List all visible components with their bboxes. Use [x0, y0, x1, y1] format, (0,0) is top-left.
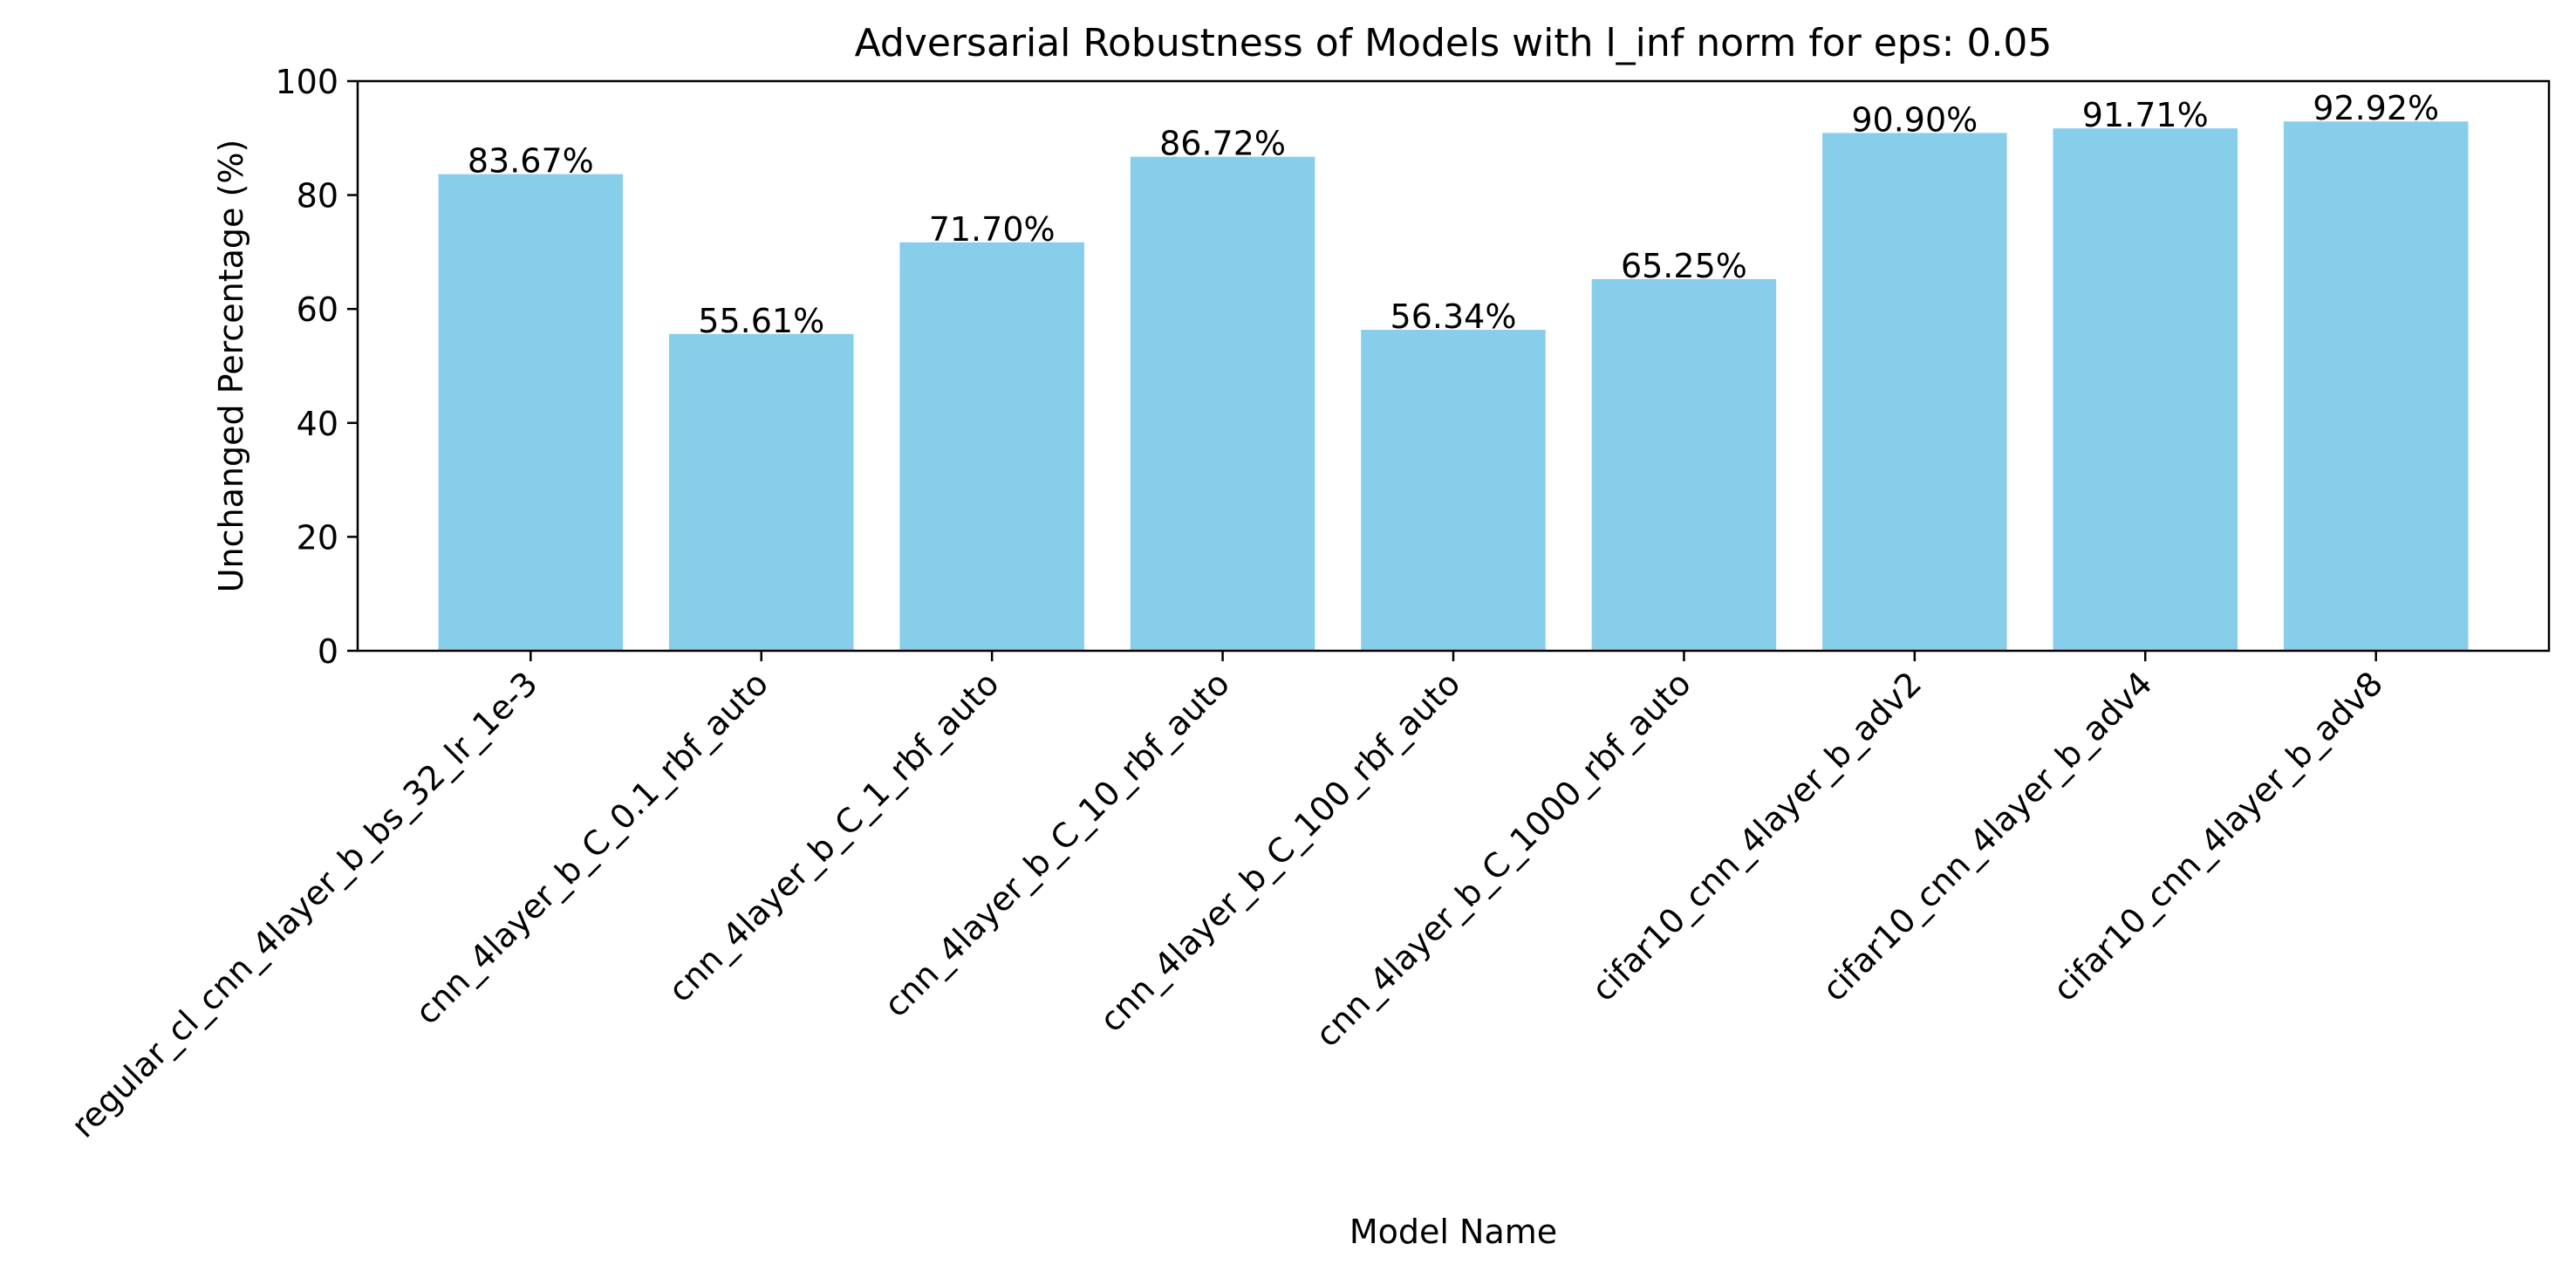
bar: [1591, 278, 1777, 651]
bar-series: [438, 121, 2469, 652]
chart-title: Adversarial Robustness of Models with l_…: [855, 21, 2053, 65]
bar: [1130, 156, 1315, 652]
bar-value-label: 83.67%: [468, 142, 594, 181]
bar: [668, 333, 854, 651]
y-tick-label: 100: [275, 63, 338, 101]
x-axis-label: Model Name: [1349, 1213, 1557, 1251]
y-tick-label: 80: [297, 177, 338, 215]
y-tick-label: 20: [297, 518, 338, 557]
plot-frame: [356, 79, 2551, 653]
y-axis-label: Unchanged Percentage (%): [212, 140, 250, 593]
bar: [1822, 133, 2007, 652]
y-tick-label: 60: [297, 290, 338, 329]
y-tick-label: 0: [318, 632, 338, 671]
bar: [899, 242, 1084, 651]
bar: [1361, 330, 1546, 651]
bar-value-label: 56.34%: [1390, 297, 1517, 336]
bar-value-label: 65.25%: [1621, 247, 1747, 285]
bar: [438, 174, 624, 652]
bar-value-label: 90.90%: [1851, 100, 1978, 139]
y-axis: 0 20 40 60 80 100: [275, 63, 358, 671]
bar-value-label: 71.70%: [929, 210, 1056, 249]
bar: [2283, 121, 2469, 651]
y-tick-label: 40: [297, 405, 338, 443]
bar-value-label: 91.71%: [2082, 96, 2209, 134]
bar-value-label: 55.61%: [698, 302, 824, 340]
data-labels: 83.67% 55.61% 71.70% 86.72% 56.34% 65.25% 90.9…: [468, 89, 2439, 340]
bar: [2053, 128, 2238, 652]
bar-value-label: 86.72%: [1159, 125, 1286, 163]
bar-value-label: 92.92%: [2313, 89, 2439, 127]
